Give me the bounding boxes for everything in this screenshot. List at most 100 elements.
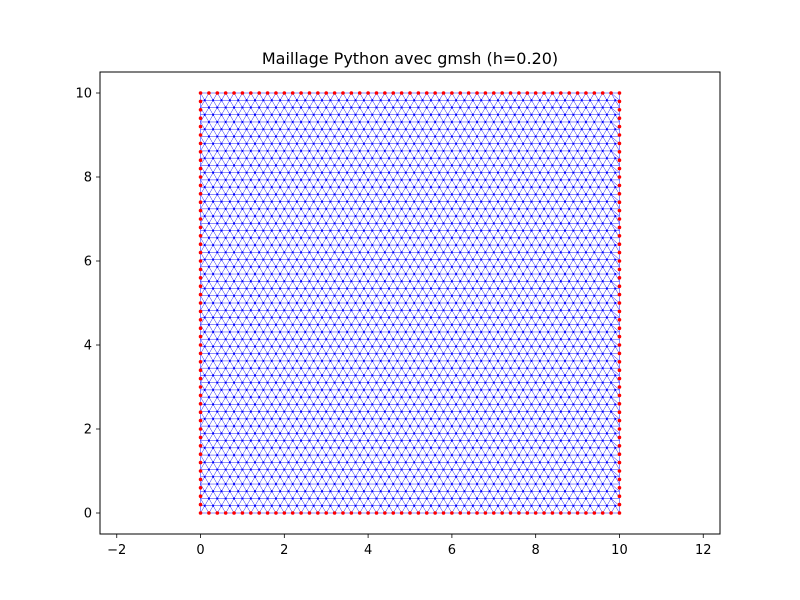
- interior-node: [299, 265, 303, 268]
- interior-node: [404, 258, 407, 261]
- interior-node: [454, 287, 458, 290]
- interior-node: [446, 157, 449, 160]
- interior-node: [203, 403, 206, 406]
- interior-node: [383, 396, 386, 399]
- interior-node: [396, 432, 399, 435]
- y-tick-label: 6: [84, 255, 92, 270]
- interior-node: [517, 425, 521, 428]
- interior-node: [425, 193, 428, 196]
- boundary-node: [617, 91, 622, 95]
- interior-node: [304, 345, 307, 348]
- interior-node: [291, 251, 294, 254]
- interior-node: [354, 128, 357, 131]
- interior-node: [505, 272, 508, 276]
- interior-node: [551, 149, 554, 153]
- interior-node: [568, 381, 571, 384]
- interior-node: [341, 323, 345, 326]
- interior-node: [346, 113, 349, 116]
- interior-node: [438, 374, 441, 377]
- interior-node: [371, 171, 374, 174]
- boundary-node: [332, 511, 337, 515]
- interior-node: [396, 316, 399, 319]
- interior-node: [551, 294, 554, 297]
- interior-node: [417, 120, 420, 124]
- interior-node: [404, 388, 407, 391]
- interior-node: [446, 229, 449, 232]
- interior-node: [538, 99, 541, 102]
- interior-node: [320, 157, 324, 160]
- interior-node: [463, 316, 466, 319]
- interior-node: [341, 381, 345, 384]
- interior-node: [220, 316, 223, 319]
- interior-node: [576, 164, 579, 167]
- interior-node: [538, 461, 541, 464]
- interior-node: [358, 352, 361, 355]
- interior-node: [316, 294, 319, 297]
- interior-node: [572, 490, 575, 493]
- boundary-node: [198, 393, 203, 398]
- interior-node: [534, 106, 537, 109]
- interior-node: [346, 490, 349, 493]
- interior-node: [496, 446, 500, 449]
- interior-node: [207, 309, 211, 312]
- interior-node: [371, 301, 374, 305]
- interior-node: [609, 164, 613, 167]
- interior-node: [241, 352, 244, 355]
- interior-node: [283, 193, 286, 196]
- interior-node: [572, 432, 575, 435]
- interior-node: [589, 504, 592, 507]
- interior-node: [471, 200, 474, 203]
- interior-node: [341, 207, 345, 210]
- interior-node: [387, 359, 391, 363]
- boundary-node: [307, 91, 312, 95]
- interior-node: [283, 106, 286, 109]
- interior-node: [383, 149, 386, 153]
- interior-node: [350, 294, 353, 297]
- interior-node: [350, 338, 353, 341]
- interior-node: [475, 280, 479, 283]
- interior-node: [237, 359, 240, 363]
- interior-node: [480, 272, 483, 276]
- interior-node: [576, 280, 579, 283]
- interior-node: [534, 453, 537, 457]
- interior-node: [253, 461, 257, 464]
- interior-node: [446, 258, 449, 261]
- interior-node: [350, 425, 353, 428]
- interior-node: [295, 171, 298, 174]
- interior-node: [207, 338, 211, 341]
- interior-node: [392, 323, 395, 326]
- interior-node: [597, 330, 600, 334]
- interior-node: [207, 207, 211, 210]
- interior-node: [530, 287, 533, 290]
- interior-node: [224, 164, 227, 167]
- interior-node: [304, 142, 307, 145]
- interior-node: [555, 171, 558, 174]
- interior-node: [404, 142, 407, 145]
- interior-node: [212, 432, 215, 435]
- interior-node: [446, 461, 449, 464]
- interior-node: [530, 446, 533, 449]
- interior-node: [475, 251, 479, 254]
- interior-node: [589, 128, 592, 131]
- interior-node: [312, 446, 315, 449]
- interior-node: [597, 229, 600, 232]
- interior-node: [530, 157, 533, 160]
- interior-node: [266, 222, 269, 225]
- interior-node: [404, 504, 407, 507]
- interior-node: [446, 243, 449, 247]
- interior-node: [346, 330, 349, 334]
- interior-node: [526, 106, 529, 109]
- interior-node: [346, 374, 349, 377]
- boundary-node: [290, 91, 295, 95]
- interior-node: [501, 396, 504, 399]
- interior-node: [601, 236, 604, 239]
- interior-node: [572, 359, 575, 363]
- interior-node: [413, 200, 416, 203]
- interior-node: [253, 128, 257, 131]
- interior-node: [220, 200, 223, 203]
- interior-node: [480, 388, 483, 391]
- interior-node: [522, 258, 525, 261]
- interior-node: [572, 113, 575, 116]
- interior-node: [413, 461, 416, 464]
- interior-node: [283, 222, 286, 225]
